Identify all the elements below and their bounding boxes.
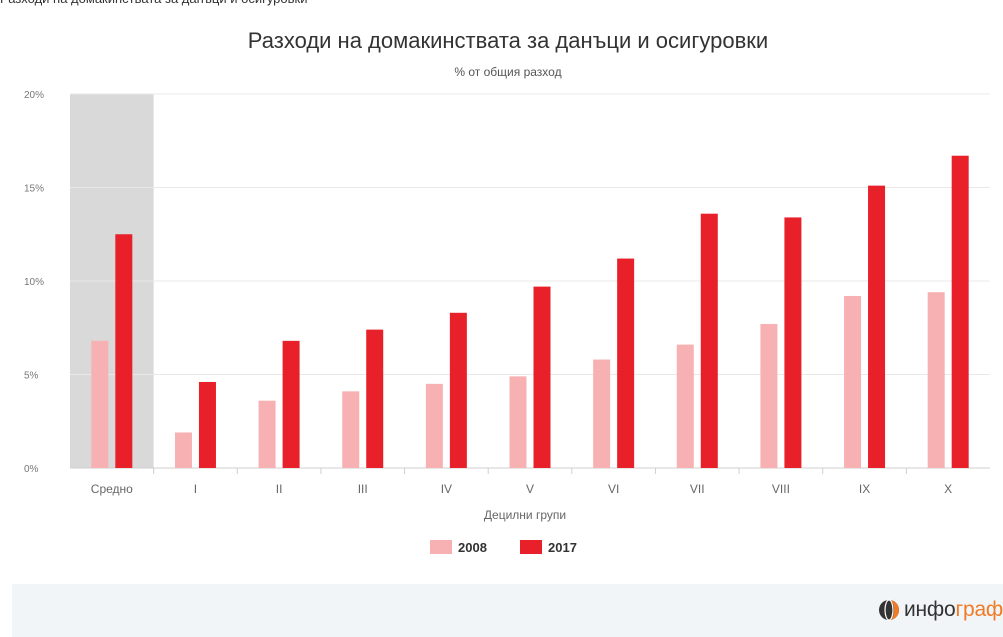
bar-2017-IX[interactable]: [868, 185, 886, 468]
bar-2008-X[interactable]: [927, 292, 945, 468]
x-tick-label: II: [276, 482, 283, 496]
y-tick-label: 5%: [24, 371, 39, 382]
bar-2008-IV[interactable]: [425, 383, 443, 468]
logo-text-main: инфо: [904, 598, 956, 621]
legend-item-2017[interactable]: 2017: [520, 540, 577, 555]
infograf-globe-icon: [879, 599, 899, 621]
bar-2017-II[interactable]: [282, 340, 300, 468]
x-tick-label: IX: [859, 482, 870, 496]
bar-2017-I[interactable]: [198, 381, 216, 468]
footer-bar: инфограф: [12, 584, 1003, 637]
bar-2008-IX[interactable]: [844, 295, 862, 468]
chart-card: Разходи на домакинствата за данъци и оси…: [12, 10, 1003, 584]
chart-title: Разходи на домакинствата за данъци и оси…: [248, 28, 768, 53]
x-tick-label: V: [526, 482, 534, 496]
y-tick-label: 15%: [24, 184, 44, 195]
cropped-caption: Разходи на домакинствата за данъци и оси…: [0, 0, 308, 9]
x-tick-label: VI: [608, 482, 619, 496]
bar-2008-VI[interactable]: [593, 359, 611, 468]
bar-2017-IV[interactable]: [449, 312, 467, 468]
bar-2008-VII[interactable]: [676, 344, 694, 468]
legend-swatch: [430, 540, 452, 554]
legend-label: 2017: [548, 540, 577, 555]
bar-2017-VI[interactable]: [617, 258, 635, 468]
logo-text-accent: граф: [955, 598, 1003, 621]
bar-2017-III[interactable]: [366, 329, 384, 468]
plot-area: 0%5%10%15%20%Средно I II III IV V VI VII VIII IX X: [24, 90, 990, 496]
bar-2008-Средно[interactable]: [91, 340, 109, 468]
bar-2008-V[interactable]: [509, 376, 527, 468]
bar-2017-VIII[interactable]: [784, 217, 802, 468]
x-tick-label: I: [194, 482, 197, 496]
infograf-logo[interactable]: инфограф: [878, 595, 1003, 625]
chart-svg: Разходи на домакинствата за данъци и оси…: [24, 28, 990, 555]
x-tick-label: VIII: [772, 482, 790, 496]
legend-label: 2008: [458, 540, 487, 555]
x-tick-label: III: [358, 482, 368, 496]
legend-item-2008[interactable]: 2008: [430, 540, 487, 555]
x-axis-label: Децилни групи: [484, 508, 566, 522]
bar-2008-III[interactable]: [342, 391, 360, 468]
y-tick-label: 20%: [24, 90, 44, 101]
bar-2008-VIII[interactable]: [760, 324, 778, 468]
bar-2008-I[interactable]: [174, 432, 192, 468]
bar-2017-V[interactable]: [533, 286, 551, 468]
x-tick-label: X: [944, 482, 952, 496]
x-tick-label: IV: [441, 482, 452, 496]
legend-swatch: [520, 540, 542, 554]
y-tick-label: 0%: [24, 464, 39, 475]
bar-2017-Средно[interactable]: [115, 234, 133, 468]
y-tick-label: 10%: [24, 277, 44, 288]
x-tick-label: Средно: [91, 482, 133, 496]
bar-2017-X[interactable]: [951, 155, 969, 468]
x-tick-label: VII: [690, 482, 705, 496]
bar-2008-II[interactable]: [258, 400, 276, 468]
chart-subtitle: % от общия разход: [454, 65, 561, 79]
bar-2017-VII[interactable]: [700, 213, 718, 468]
logo-text: инфограф: [904, 598, 1003, 622]
legend[interactable]: 2008 2017: [430, 540, 577, 555]
